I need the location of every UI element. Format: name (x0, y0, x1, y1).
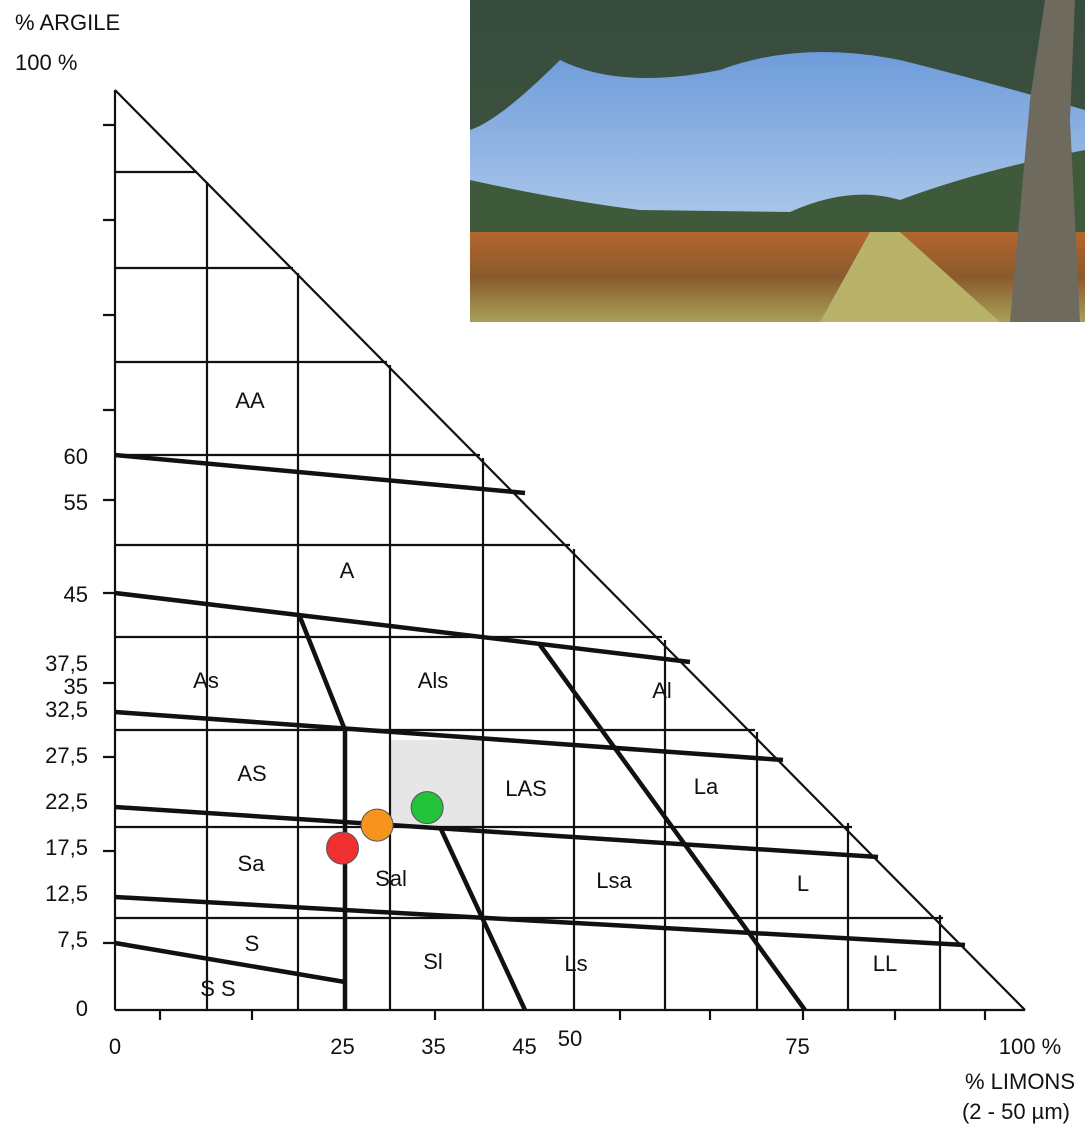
y-tick-label: 45 (64, 582, 88, 607)
zone-label: A (340, 558, 355, 583)
y-tick-label: 0 (76, 996, 88, 1021)
y-tick-label: 37,5 (45, 651, 88, 676)
zone-label: As (193, 668, 219, 693)
sample-point (361, 809, 393, 841)
soil-texture-triangle: % ARGILE 100 % % LIMONS (2 - 50 µm) 60 55… (0, 0, 1085, 1131)
y-tick-label: 32,5 (45, 697, 88, 722)
zone-label: Ls (564, 951, 587, 976)
zone-label: Al (652, 678, 672, 703)
zone-label: Sl (423, 949, 443, 974)
zone-label: LL (873, 951, 897, 976)
zone-label: AA (235, 388, 265, 413)
x-tick-label: 75 (785, 1034, 809, 1059)
x-tick-label: 35 (421, 1034, 445, 1059)
x-tick-label: 45 (512, 1034, 536, 1059)
zone-label: S S (200, 976, 235, 1001)
vineyard-photo (470, 0, 1085, 322)
y-axis-top-label: 100 % (15, 50, 77, 75)
y-tick-label: 7,5 (57, 927, 88, 952)
zone-label: L (797, 871, 809, 896)
x-tick-label: 25 (330, 1034, 354, 1059)
zone-label: La (694, 774, 719, 799)
zone-label: Als (418, 668, 449, 693)
y-tick-label: 17,5 (45, 835, 88, 860)
sample-point (327, 832, 359, 864)
x-axis-title: % LIMONS (965, 1069, 1075, 1094)
y-tick-label: 22,5 (45, 789, 88, 814)
y-tick-label: 12,5 (45, 881, 88, 906)
zone-label: S (245, 931, 260, 956)
x-tick-label: 100 % (999, 1034, 1061, 1059)
zone-label: AS (237, 761, 266, 786)
x-tick-label: 50 (558, 1026, 582, 1051)
x-axis-subtitle: (2 - 50 µm) (962, 1099, 1070, 1124)
y-tick-label: 60 (64, 444, 88, 469)
y-tick-label: 35 (64, 674, 88, 699)
y-tick-label: 55 (64, 490, 88, 515)
x-tick-label: 0 (109, 1034, 121, 1059)
zone-label: Sa (238, 851, 266, 876)
zone-label: LAS (505, 776, 547, 801)
zone-label: Lsa (596, 868, 632, 893)
sample-point (411, 792, 443, 824)
zone-label: Sal (375, 866, 407, 891)
y-axis-title: % ARGILE (15, 10, 120, 35)
y-tick-label: 27,5 (45, 743, 88, 768)
